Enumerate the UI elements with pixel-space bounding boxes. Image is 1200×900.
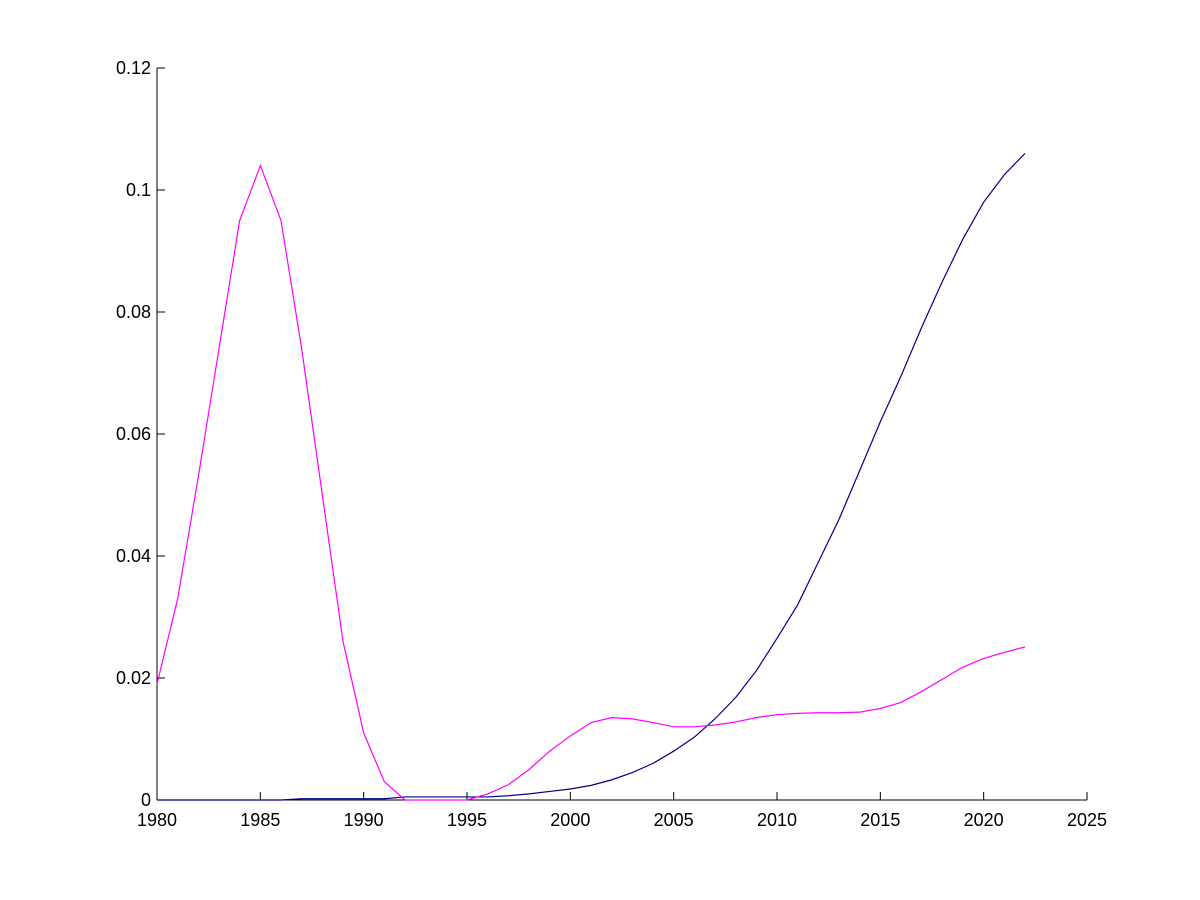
- x-tick-label: 2000: [550, 810, 590, 830]
- series-line: [156, 163, 1026, 801]
- y-tick-label: 0.08: [116, 302, 151, 322]
- y-tick-label: 0.12: [116, 58, 151, 78]
- x-tick-label: 2025: [1067, 810, 1107, 830]
- x-tick-label: 1990: [344, 810, 384, 830]
- series-line: [157, 152, 1026, 801]
- x-tick-label: 2010: [757, 810, 797, 830]
- x-tick-label: 1980: [137, 810, 177, 830]
- x-tick-label: 2005: [654, 810, 694, 830]
- y-tick-label: 0.06: [116, 424, 151, 444]
- x-tick-label: 2015: [860, 810, 900, 830]
- x-tick-label: 2020: [964, 810, 1004, 830]
- x-tick-label: 1985: [240, 810, 280, 830]
- y-tick-label: 0: [141, 790, 151, 810]
- y-tick-label: 0.04: [116, 546, 151, 566]
- y-tick-label: 0.1: [126, 180, 151, 200]
- x-tick-label: 1995: [447, 810, 487, 830]
- y-tick-label: 0.02: [116, 668, 151, 688]
